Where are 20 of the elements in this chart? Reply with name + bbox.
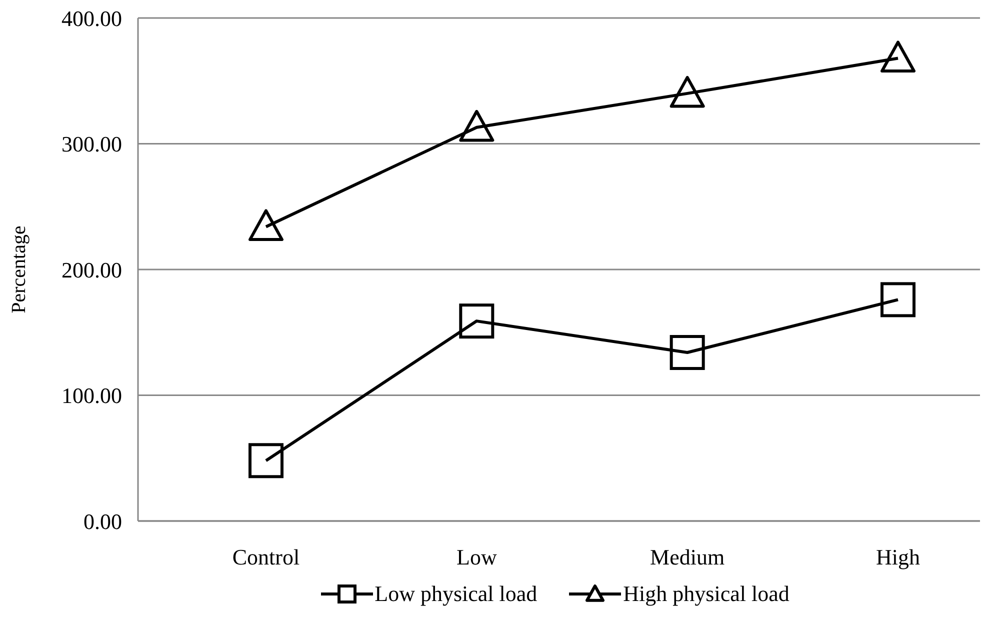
y-tick-label: 300.00 (62, 132, 122, 157)
point (670, 76, 705, 108)
y-tick-label: 0.00 (84, 508, 122, 534)
point (248, 209, 284, 242)
x-tick-label: Low (456, 544, 497, 570)
point (459, 110, 494, 142)
legend-label: High physical load (623, 581, 790, 607)
y-axis-title: Percentage (8, 226, 30, 314)
x-tick-label: Medium (650, 544, 725, 570)
y-tick-label: 400.00 (62, 6, 122, 31)
point (670, 334, 705, 370)
point (459, 304, 494, 339)
legend-label: Low physical load (374, 581, 538, 607)
point (248, 443, 284, 478)
x-tick-label: High (876, 544, 920, 570)
y-tick-label: 100.00 (62, 383, 122, 408)
x-tick-label: Control (232, 544, 300, 570)
y-tick-label: 200.00 (62, 257, 122, 282)
point (880, 282, 916, 318)
point (880, 40, 916, 73)
